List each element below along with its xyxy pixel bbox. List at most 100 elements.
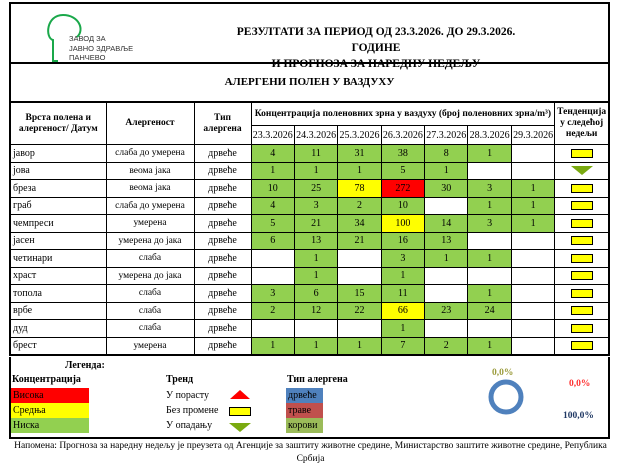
pollen-name: чемпреси: [9, 214, 107, 233]
concentration-cell: 3: [380, 249, 426, 268]
col-concentration-header: Концентрација поленовних зрна у ваздуху …: [250, 101, 556, 126]
concentration-cell: 100: [380, 214, 426, 233]
date-header: 27.3.2026: [424, 125, 469, 145]
concentration-cell: 23: [424, 301, 469, 320]
concentration-cell: 21: [293, 214, 339, 233]
concentration-cell: 1: [467, 196, 512, 215]
concentration-cell: 30: [424, 179, 469, 198]
legend-type-title: Тип алергена: [287, 374, 348, 385]
pollen-name: топола: [9, 284, 107, 303]
concentration-cell: 8: [424, 144, 469, 163]
allergenicity: слаба: [105, 249, 195, 268]
org-line: ПАНЧЕВО: [69, 53, 106, 62]
concentration-cell: 1: [510, 196, 556, 215]
trend-flat-icon: [570, 236, 593, 246]
concentration-cell: 24: [467, 301, 512, 320]
allergen-type: дрвеће: [193, 336, 252, 356]
allergen-type: дрвеће: [193, 161, 252, 180]
concentration-cell: [293, 319, 339, 338]
concentration-cell: [510, 161, 556, 180]
org-name: ЗАВОД ЗА ЈАВНО ЗДРАВЉЕ ПАНЧЕВО: [69, 34, 133, 63]
trend-down-icon: [570, 166, 593, 176]
trend-cell: [554, 249, 610, 268]
allergenicity: веома јака: [105, 179, 195, 198]
table-row: брест умерена дрвеће 1 1 1 7 2 1: [9, 336, 610, 356]
pollen-name: бреза: [9, 179, 107, 198]
concentration-cell: 1: [293, 336, 339, 356]
pollen-name: јова: [9, 161, 107, 180]
concentration-cell: 25: [293, 179, 339, 198]
concentration-cell: 1: [337, 336, 382, 356]
allergen-type: дрвеће: [193, 301, 252, 320]
concentration-cell: 1: [510, 179, 556, 198]
table-row: храст умерена до јака дрвеће 1 1: [9, 266, 610, 285]
concentration-cell: 5: [380, 161, 426, 180]
concentration-cell: 10: [380, 196, 426, 215]
donut-label-trees: 100,0%: [563, 411, 594, 421]
concentration-cell: [424, 196, 469, 215]
trend-cell: [554, 284, 610, 303]
concentration-cell: [467, 266, 512, 285]
trend-cell: [554, 214, 610, 233]
report-header: ЗАВОД ЗА ЈАВНО ЗДРАВЉЕ ПАНЧЕВО РЕЗУЛТАТИ…: [9, 2, 610, 70]
concentration-cell: [510, 144, 556, 163]
date-header: 28.3.2026: [467, 125, 512, 145]
legend-trend-up: У порасту: [166, 390, 210, 401]
concentration-cell: 5: [250, 214, 295, 233]
concentration-cell: [510, 266, 556, 285]
concentration-cell: 6: [293, 284, 339, 303]
concentration-cell: 13: [293, 231, 339, 250]
trend-down-icon: [229, 423, 251, 432]
table-row: врбе слаба дрвеће 2 12 22 66 23 24: [9, 301, 610, 320]
pollen-name: граб: [9, 196, 107, 215]
concentration-cell: [510, 231, 556, 250]
allergenicity: слаба до умерена: [105, 144, 195, 163]
table-row: четинари слаба дрвеће 1 3 1 1: [9, 249, 610, 268]
concentration-cell: 66: [380, 301, 426, 320]
pollen-name: јасен: [9, 231, 107, 250]
concentration-cell: 38: [380, 144, 426, 163]
concentration-cell: [510, 319, 556, 338]
concentration-cell: 1: [424, 249, 469, 268]
concentration-cell: 11: [293, 144, 339, 163]
allergenicity: умерена: [105, 336, 195, 356]
concentration-cell: 1: [467, 336, 512, 356]
date-header: 24.3.2026: [293, 125, 339, 145]
trend-flat-icon: [570, 341, 593, 351]
trend-cell: [554, 179, 610, 198]
concentration-cell: 14: [424, 214, 469, 233]
pollen-name: јавор: [9, 144, 107, 163]
concentration-cell: [250, 319, 295, 338]
legend-trend-title: Тренд: [166, 374, 194, 385]
allergenicity: веома јака: [105, 161, 195, 180]
pollen-name: брест: [9, 336, 107, 356]
trend-flat-icon: [570, 148, 593, 158]
allergen-type: дрвеће: [193, 179, 252, 198]
concentration-cell: [467, 319, 512, 338]
footnote: Напомена: Прогноза за наредну недељу је …: [14, 441, 607, 464]
concentration-cell: 21: [337, 231, 382, 250]
legend-concentration-title: Концентрација: [12, 374, 81, 385]
report-title: РЕЗУЛТАТИ ЗА ПЕРИОД ОД 23.3.2026. ДО 29.…: [221, 24, 531, 72]
trend-cell: [554, 336, 610, 356]
concentration-cell: [510, 284, 556, 303]
concentration-cell: [467, 231, 512, 250]
concentration-cell: 2: [250, 301, 295, 320]
trend-flat-icon: [570, 306, 593, 316]
allergen-type: дрвеће: [193, 196, 252, 215]
section-header: АЛЕРГЕНИ ПОЛЕН У ВАЗДУХУ: [9, 62, 610, 103]
trend-flat-icon: [570, 183, 593, 193]
concentration-cell: 1: [467, 284, 512, 303]
concentration-cell: 13: [424, 231, 469, 250]
pollen-name: храст: [9, 266, 107, 285]
allergenicity: слаба: [105, 284, 195, 303]
concentration-cell: 10: [250, 179, 295, 198]
concentration-cell: 7: [380, 336, 426, 356]
trend-cell: [554, 231, 610, 250]
concentration-cell: 78: [337, 179, 382, 198]
trend-flat-icon: [570, 253, 593, 263]
allergen-type: дрвеће: [193, 144, 252, 163]
trend-flat-icon: [570, 201, 593, 211]
table-row: јова веома јака дрвеће 1 1 1 5 1: [9, 161, 610, 180]
concentration-cell: 1: [250, 161, 295, 180]
